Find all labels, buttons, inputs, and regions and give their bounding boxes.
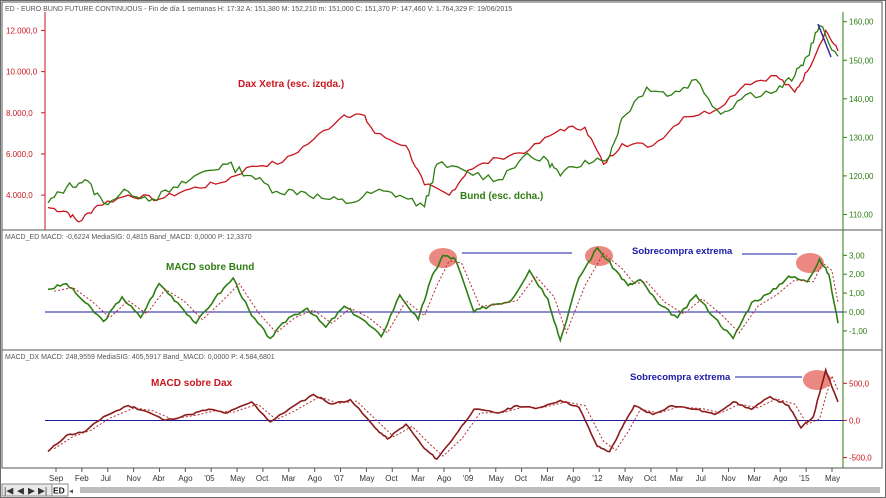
left-tick-label: 10.000,0 [6, 68, 38, 77]
x-tick-label: May [359, 474, 374, 483]
overbought-highlight-2015 [796, 253, 824, 273]
x-tick-label: Mar [670, 474, 684, 483]
x-tick-label: May [489, 474, 504, 483]
macd-bund-tick-label: 2,00 [849, 270, 865, 279]
macd-bund-tick-label: 0,00 [849, 308, 865, 317]
macd-dax-tick-label: 500,0 [849, 379, 870, 388]
bund-line [47, 24, 839, 208]
x-tick-label: Mar [282, 474, 296, 483]
x-tick-label: May [618, 474, 633, 483]
macd-bund-highlights [429, 246, 824, 273]
macd-bund-header: MACD_ED MACD: -0,6224 MediaSIG: 0,4815 B… [5, 234, 252, 241]
price-axis-ticks: 4.000,0 6.000,0 8.000,0 10.000,0 12.000,0 110… [6, 18, 874, 220]
right-tick-label: 140,00 [849, 95, 874, 104]
last-icon[interactable]: ▶| [38, 486, 47, 496]
bottom-nav: |◀ ◀ ▶ ▶| ED ◂ [1, 483, 880, 497]
macd-dax-tick-label: 0,0 [849, 416, 861, 425]
left-tick-label: 8.000,0 [6, 109, 33, 118]
x-tick-label: '09 [463, 474, 474, 483]
macd-bund-label: MACD sobre Bund [166, 262, 254, 273]
macd-dax-label: MACD sobre Dax [151, 378, 233, 389]
right-tick-label: 160,00 [849, 18, 874, 27]
x-tick-label: May [825, 474, 840, 483]
dax-line [47, 29, 839, 223]
x-tick-label: Oct [385, 474, 398, 483]
x-tick-label: Ago [437, 474, 452, 483]
x-tick-label: Mar [540, 474, 554, 483]
right-tick-label: 110,00 [849, 210, 873, 219]
x-tick-label: Ago [773, 474, 788, 483]
macd-dax-tick-label: -500,0 [849, 454, 872, 463]
next-icon[interactable]: ▶ [28, 486, 35, 496]
left-tick-label: 12.000,0 [6, 26, 38, 35]
overbought-label-dax: Sobrecompra extrema [630, 372, 731, 383]
price-series [47, 24, 839, 223]
dax-series-label: Dax Xetra (esc. izqda.) [238, 79, 344, 90]
left-tick-label: 4.000,0 [6, 191, 33, 200]
x-tick-label: '07 [334, 474, 345, 483]
symbol-tab-label: ED [53, 486, 65, 496]
macd-dax-signal-line [53, 374, 839, 457]
x-tick-label: Ago [308, 474, 323, 483]
x-tick-label: Oct [644, 474, 657, 483]
macd-dax-series [47, 366, 839, 461]
x-tick-label: '12 [592, 474, 603, 483]
x-tick-label: '15 [799, 474, 810, 483]
x-tick-label: Ago [566, 474, 581, 483]
left-tick-label: 6.000,0 [6, 150, 33, 159]
macd-bund-tick-label: -1,00 [849, 327, 868, 336]
symbol-tab[interactable] [51, 483, 69, 497]
macd-bund-signal-line [54, 252, 839, 335]
overbought-label-bund: Sobrecompra extrema [632, 246, 733, 257]
macd-bund-axis-ticks: -1,00 0,00 1,00 2,00 3,00 [843, 251, 868, 336]
right-tick-label: 130,00 [849, 133, 874, 142]
x-tick-label: '05 [204, 474, 215, 483]
price-panel-header: ED - EURO BUND FUTURE CONTINUOUS - Fin d… [5, 6, 512, 13]
macd-bund-series [47, 246, 839, 343]
macd-bund-tick-label: 1,00 [849, 289, 865, 298]
x-tick-label: Nov [127, 474, 141, 483]
macd-bund-tick-label: 3,00 [849, 251, 865, 260]
x-tick-label: Feb [75, 474, 89, 483]
x-tick-label: Sep [49, 474, 64, 483]
x-tick-label: Jul [696, 474, 706, 483]
previous-icon[interactable]: ◀ [17, 486, 24, 496]
x-tick-label: Oct [256, 474, 269, 483]
x-tick-label: Jul [101, 474, 111, 483]
x-tick-label: Mar [747, 474, 761, 483]
x-axis-ticks: Sep Feb Jul Nov Abr Ago '05 May Oct Mar Ago '07 May O… [49, 468, 840, 483]
x-tick-label: Ago [178, 474, 193, 483]
macd-dax-line [47, 366, 839, 461]
overbought-highlight-2009 [429, 248, 457, 268]
macd-dax-header: MACD_DX MACD: 248,9559 MediaSIG: 405,591… [5, 354, 275, 361]
bund-series-label: Bund (esc. dcha.) [460, 191, 543, 202]
tab-arrow-icon[interactable]: ◂ [69, 487, 73, 496]
macd-bund-line [47, 246, 839, 343]
macd-dax-axis-ticks: -500,0 0,0 500,0 [843, 379, 872, 463]
x-tick-label: Oct [515, 474, 528, 483]
x-tick-label: Nov [722, 474, 736, 483]
first-icon[interactable]: |◀ [4, 486, 13, 496]
x-tick-label: May [230, 474, 245, 483]
overbought-highlight-2012 [585, 246, 613, 266]
x-tick-label: Abr [152, 474, 165, 483]
right-tick-label: 120,00 [849, 172, 874, 181]
x-tick-label: Mar [411, 474, 425, 483]
downtrend-line [817, 23, 832, 58]
right-tick-label: 150,00 [849, 56, 874, 65]
